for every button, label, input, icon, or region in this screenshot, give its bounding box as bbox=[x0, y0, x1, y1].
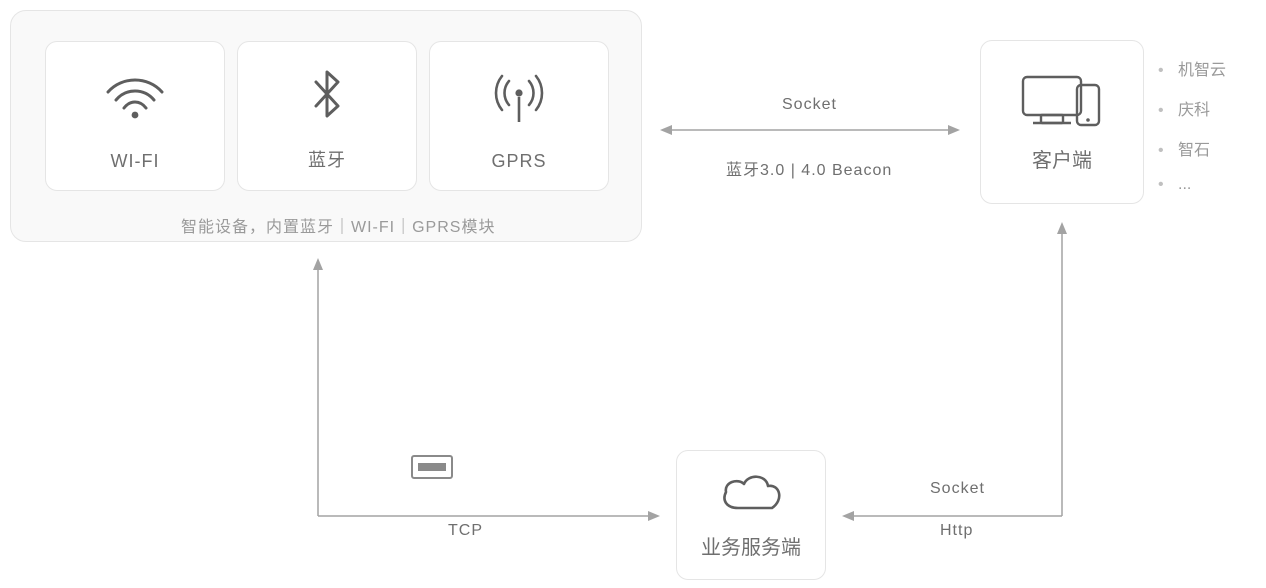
wifi-icon bbox=[46, 42, 224, 151]
edge-label-http: Http bbox=[940, 522, 973, 540]
bullet-item: 智石 bbox=[1158, 136, 1226, 160]
cellular-icon bbox=[430, 42, 608, 151]
edge-label-socket-top: Socket bbox=[782, 96, 837, 114]
devices-panel-caption: 智能设备，内置蓝牙｜WI-FI｜GPRS模块 bbox=[181, 213, 495, 237]
bullet-item: ... bbox=[1158, 176, 1226, 194]
device-card-label: 蓝牙 bbox=[308, 146, 346, 172]
device-card-label: WI-FI bbox=[111, 151, 160, 172]
devices-panel: WI-FI 蓝牙 GPRS 智 bbox=[10, 10, 642, 242]
client-node: 客户端 bbox=[980, 40, 1144, 204]
devices-icon bbox=[1019, 71, 1105, 134]
edge-label-tcp: TCP bbox=[448, 522, 483, 540]
device-card-bluetooth: 蓝牙 bbox=[237, 41, 417, 191]
server-node: 业务服务端 bbox=[676, 450, 826, 580]
server-node-label: 业务服务端 bbox=[701, 531, 801, 560]
bullet-item: 机智云 bbox=[1158, 56, 1226, 80]
device-card-label: GPRS bbox=[491, 151, 546, 172]
client-bullets: 机智云 庆科 智石 ... bbox=[1158, 40, 1226, 210]
cloud-icon bbox=[716, 470, 786, 521]
device-card-wifi: WI-FI bbox=[45, 41, 225, 191]
device-card-gprs: GPRS bbox=[429, 41, 609, 191]
edge-label-bt: 蓝牙3.0 | 4.0 Beacon bbox=[726, 156, 892, 180]
bluetooth-icon bbox=[238, 42, 416, 146]
edge-label-socket-right: Socket bbox=[930, 480, 985, 498]
bullet-item: 庆科 bbox=[1158, 96, 1226, 120]
client-node-label: 客户端 bbox=[1032, 144, 1092, 173]
